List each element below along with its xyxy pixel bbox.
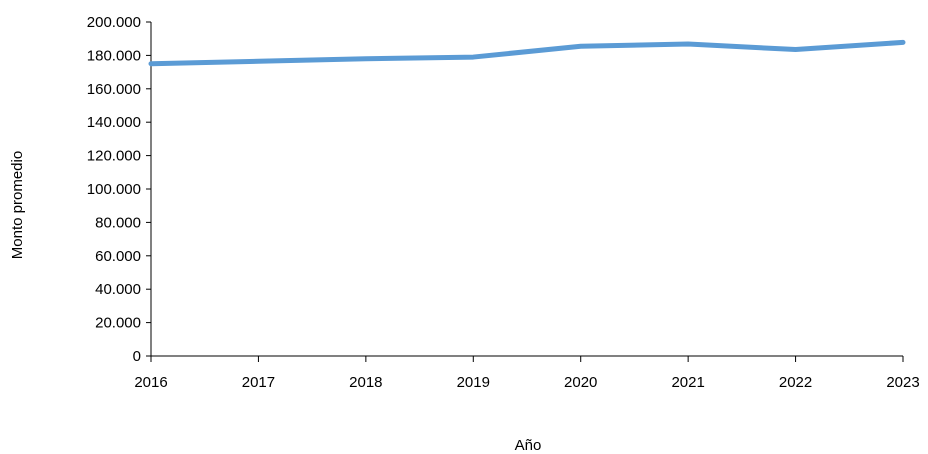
data-point — [687, 43, 689, 45]
y-axis-title: Monto promedio — [9, 151, 26, 259]
y-tick-label: 80.000 — [95, 214, 141, 231]
x-tick-label: 2023 — [886, 374, 919, 391]
y-tick-label: 100.000 — [87, 181, 141, 198]
data-point — [472, 56, 474, 58]
x-axis-title: Año — [515, 437, 542, 454]
y-tick-label: 180.000 — [87, 47, 141, 64]
data-point — [902, 41, 904, 43]
x-tick-label: 2021 — [671, 374, 704, 391]
data-point — [795, 49, 797, 51]
y-tick-label: 60.000 — [95, 248, 141, 265]
x-axis-ticks: 2016 2017 2018 2019 2020 2021 2022 2023 — [134, 356, 920, 391]
x-tick-label: 2018 — [349, 374, 382, 391]
x-tick-label: 2017 — [242, 374, 275, 391]
x-tick-label: 2016 — [134, 374, 167, 391]
data-point — [150, 63, 152, 65]
x-tick-label: 2020 — [564, 374, 597, 391]
y-tick-label: 0 — [133, 348, 141, 365]
y-tick-label: 160.000 — [87, 81, 141, 98]
data-point — [257, 60, 259, 62]
axes — [150, 22, 903, 357]
y-tick-label: 120.000 — [87, 148, 141, 165]
x-tick-label: 2022 — [779, 374, 812, 391]
y-tick-label: 140.000 — [87, 114, 141, 131]
data-point — [365, 58, 367, 60]
series-line — [148, 39, 906, 67]
y-axis-ticks: 0 20.000 40.000 60.000 80.000 100.000 120.000 1… — [87, 14, 151, 365]
y-tick-label: 20.000 — [95, 315, 141, 332]
data-point — [580, 45, 582, 47]
y-tick-label: 200.000 — [87, 14, 141, 31]
series-group — [148, 39, 906, 67]
y-tick-label: 40.000 — [95, 281, 141, 298]
x-tick-label: 2019 — [457, 374, 490, 391]
